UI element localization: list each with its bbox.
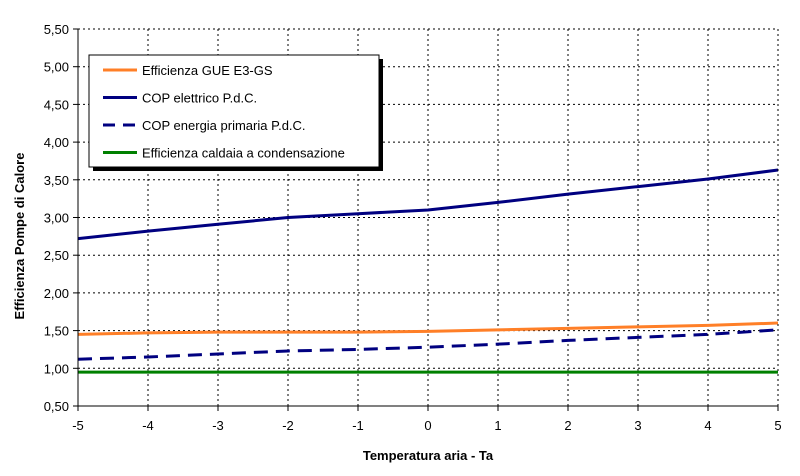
- x-tick-label: 1: [494, 418, 501, 433]
- axes: [73, 28, 779, 411]
- x-tick-label: 0: [424, 418, 431, 433]
- legend-label: COP elettrico P.d.C.: [142, 91, 257, 106]
- series-layer: [77, 168, 779, 374]
- legend-label: Efficienza caldaia a condensazione: [142, 146, 345, 161]
- y-tick-label: 5,50: [44, 22, 69, 37]
- y-tick-label: 2,00: [44, 286, 69, 301]
- x-tick-label: -1: [352, 418, 364, 433]
- y-tick-label: 4,50: [44, 97, 69, 112]
- x-tick-label: 5: [774, 418, 781, 433]
- x-tick-label: -2: [282, 418, 294, 433]
- series-line-1: [77, 321, 779, 336]
- legend: Efficienza GUE E3-GS COP elettrico P.d.C.…: [88, 54, 383, 171]
- series-line-2: [77, 168, 779, 241]
- legend-label: COP energia primaria P.d.C.: [142, 118, 306, 133]
- y-tick-label: 0,50: [44, 399, 69, 414]
- y-tick-label: 3,50: [44, 173, 69, 188]
- x-axis-title: Temperatura aria - Ta: [363, 448, 494, 463]
- legend-label: Efficienza GUE E3-GS: [142, 63, 273, 78]
- series-line-3: [77, 328, 779, 361]
- x-tick-label: 3: [634, 418, 641, 433]
- x-tick-label: -3: [212, 418, 224, 433]
- y-tick-label: 1,50: [44, 324, 69, 339]
- y-tick-label: 5,00: [44, 60, 69, 75]
- y-axis-title: Efficienza Pompe di Calore: [12, 153, 27, 320]
- x-tick-label: 4: [704, 418, 711, 433]
- y-tick-label: 4,00: [44, 135, 69, 150]
- x-tick-label: -4: [142, 418, 154, 433]
- x-tick-label: -5: [72, 418, 84, 433]
- y-tick-label: 3,00: [44, 211, 69, 226]
- y-tick-label: 1,00: [44, 361, 69, 376]
- tick-labels: -5 -4 -3 -2 -1 0 1 2 3 4 5 0,50 1,00 1,50 2,00 2,50 3,00…: [44, 22, 782, 433]
- x-tick-label: 2: [564, 418, 571, 433]
- y-tick-label: 2,50: [44, 248, 69, 263]
- legend-items: Efficienza GUE E3-GS COP elettrico P.d.C.…: [103, 63, 345, 161]
- legend-box: [88, 54, 380, 168]
